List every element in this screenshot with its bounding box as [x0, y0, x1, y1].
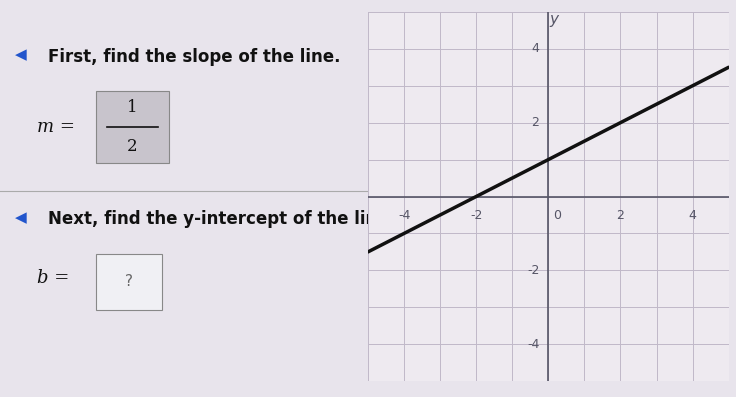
Text: 2: 2 — [531, 116, 539, 129]
Text: y: y — [549, 12, 558, 27]
FancyBboxPatch shape — [96, 91, 169, 163]
Text: -4: -4 — [398, 210, 410, 222]
Text: -2: -2 — [527, 264, 539, 277]
FancyBboxPatch shape — [96, 254, 162, 310]
Text: 2: 2 — [127, 139, 138, 155]
Text: ◀: ◀ — [15, 48, 26, 63]
Text: 0: 0 — [553, 210, 562, 222]
Text: 2: 2 — [617, 210, 624, 222]
Text: -2: -2 — [470, 210, 482, 222]
Text: ?: ? — [125, 274, 132, 289]
Text: ◀: ◀ — [15, 210, 26, 225]
Text: b =: b = — [37, 269, 69, 287]
Text: First, find the slope of the line.: First, find the slope of the line. — [48, 48, 340, 66]
Text: 1: 1 — [127, 99, 138, 116]
Text: Next, find the y-intercept of the line.: Next, find the y-intercept of the line. — [48, 210, 394, 228]
Text: 4: 4 — [689, 210, 696, 222]
Text: -4: -4 — [527, 338, 539, 351]
Text: m =: m = — [37, 118, 75, 136]
Text: 4: 4 — [531, 42, 539, 55]
